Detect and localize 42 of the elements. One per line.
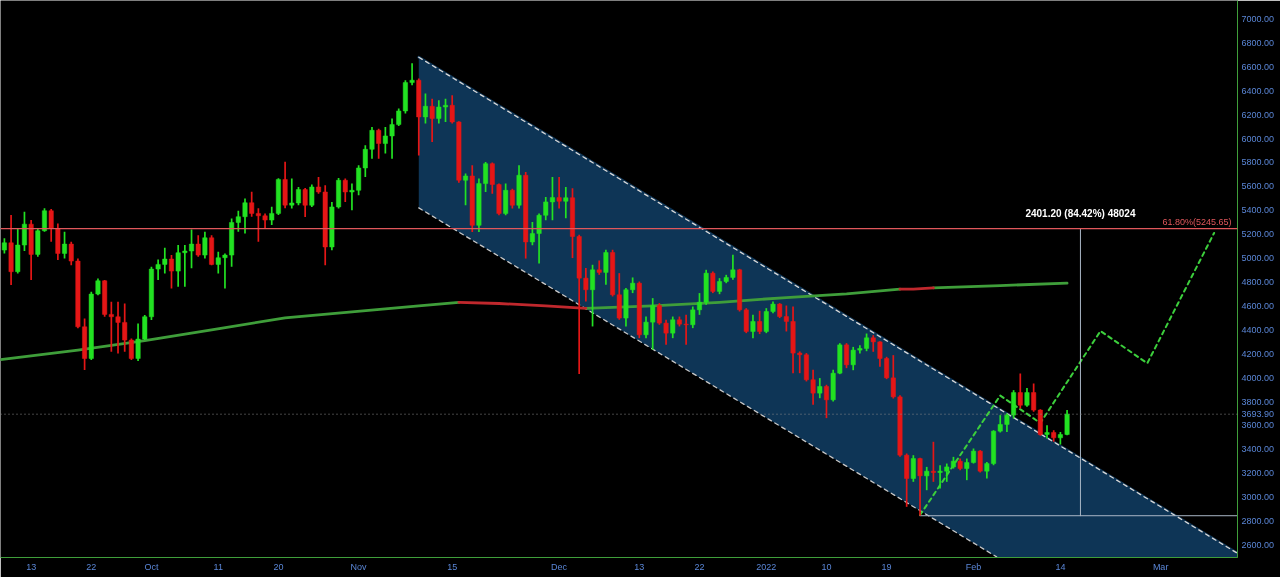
x-tick-label: Oct — [144, 561, 159, 572]
y-tick-label: 4000.00 — [1241, 372, 1275, 383]
x-tick-label: Dec — [551, 561, 568, 572]
y-tick-label: 2600.00 — [1241, 539, 1275, 550]
y-tick-label: 6400.00 — [1241, 85, 1275, 96]
y-tick-label: 6200.00 — [1241, 109, 1275, 120]
x-tick-label: 11 — [213, 561, 223, 572]
x-tick-label: 14 — [1055, 561, 1066, 572]
y-tick-label: 6600.00 — [1241, 61, 1275, 72]
annotation: 2401.20 (84.42%) 48024 — [1025, 207, 1136, 219]
y-tick-label: 7000.00 — [1241, 14, 1275, 25]
y-tick-label: 4600.00 — [1241, 300, 1275, 311]
y-tick-label: 3000.00 — [1241, 492, 1275, 503]
y-tick-label: 6000.00 — [1241, 133, 1275, 144]
x-tick-label: Mar — [1152, 561, 1169, 572]
x-tick-label: Nov — [350, 561, 368, 572]
x-tick-label: 13 — [634, 561, 645, 572]
x-tick-label: 22 — [694, 561, 705, 572]
y-tick-label: 2800.00 — [1241, 516, 1275, 527]
y-tick-label: 3600.00 — [1241, 420, 1275, 431]
x-tick-label: 10 — [821, 561, 832, 572]
x-tick-label: Feb — [965, 561, 982, 572]
y-tick-label: 5800.00 — [1241, 157, 1275, 168]
x-tick-label: 20 — [273, 561, 284, 572]
x-tick-label: 19 — [881, 561, 892, 572]
x-tick-label: 13 — [26, 561, 37, 572]
x-tick-label: 15 — [447, 561, 458, 572]
y-tick-label: 3400.00 — [1241, 444, 1275, 455]
y-tick-label: 5200.00 — [1241, 229, 1275, 240]
y-tick-label: 3200.00 — [1241, 468, 1275, 479]
x-tick-label: 2022 — [756, 561, 777, 572]
x-tick-label: 22 — [86, 561, 97, 572]
y-tick-label: 6800.00 — [1241, 37, 1275, 48]
y-tick-label: 5600.00 — [1241, 181, 1275, 192]
y-tick-label: 4200.00 — [1241, 348, 1275, 359]
ref-line-label: 61.80%(5245.65) — [1162, 216, 1232, 227]
y-tick-label: 4800.00 — [1241, 276, 1275, 287]
ref-line-label: 3693.90 — [1241, 409, 1275, 420]
y-tick-label: 4400.00 — [1241, 324, 1275, 335]
y-tick-label: 5400.00 — [1241, 205, 1275, 216]
y-tick-label: 3800.00 — [1241, 396, 1275, 407]
y-tick-label: 5000.00 — [1241, 253, 1275, 264]
